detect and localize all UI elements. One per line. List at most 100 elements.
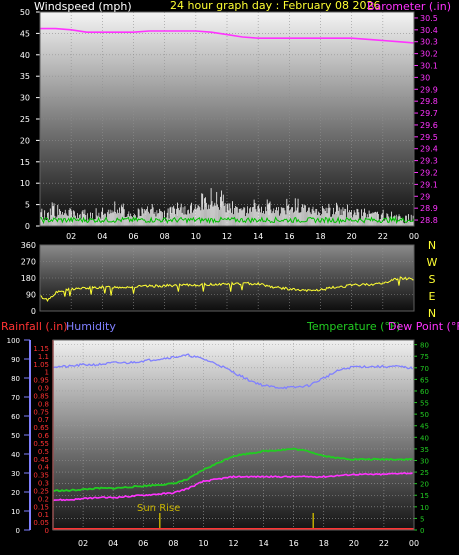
x-tick-label: 10 — [191, 232, 201, 241]
rainfall-tick-label: 0.5 — [38, 448, 49, 456]
rainfall-tick-label: 0.2 — [38, 495, 49, 503]
rainfall-tick-label: 0.55 — [33, 440, 49, 448]
x-tick-label: 08 — [168, 539, 178, 548]
graph-title: 24 hour graph day : February 08 2026 — [170, 0, 381, 12]
humidity-tick-label: 0 — [16, 527, 20, 535]
rainfall-axis-label: Rainfall (.in) — [1, 320, 68, 333]
humidity-tick-label: 90 — [11, 356, 20, 364]
compass-letter: W — [427, 256, 438, 269]
wind-tick-label: 20 — [20, 136, 30, 145]
humidity-tick-label: 60 — [11, 413, 20, 421]
sunrise-label: Sun Rise — [137, 503, 180, 514]
rainfall-tick-label: 0.85 — [33, 392, 49, 400]
x-tick-label: 04 — [97, 232, 107, 241]
temp-tick-label: 40 — [420, 434, 429, 442]
humidity-tick-label: 50 — [11, 432, 20, 440]
rainfall-tick-label: 0.9 — [38, 385, 49, 393]
humidity-axis-label: Humidity — [66, 320, 116, 333]
humidity-line — [52, 353, 414, 390]
rainfall-tick-label: 0.4 — [38, 464, 50, 472]
x-tick-label: 20 — [347, 232, 357, 241]
plot-border-mid — [39, 244, 415, 312]
humidity-tick-label: 70 — [11, 394, 20, 402]
axes-top: 0 5 10 15 20 25 30 35 40 45 50 02 04 06 08 10 12 14 16 18 20… — [20, 8, 438, 241]
barometer-tick-label: 30.3 — [420, 38, 438, 47]
rainfall-tick-label: 0.6 — [38, 432, 50, 440]
temp-tick-label: 30 — [420, 457, 429, 465]
windspeed-axis-label: Windspeed (mph) — [34, 0, 132, 13]
x-tick-label: 14 — [258, 539, 268, 548]
rainfall-tick-label: 0.1 — [38, 511, 49, 519]
x-tick-label: 16 — [284, 232, 294, 241]
dewpoint-line — [52, 472, 413, 502]
series-top — [39, 27, 415, 226]
wind-direction-line — [39, 276, 415, 302]
temp-tick-label: 70 — [420, 365, 429, 373]
humidity-tick-label: 30 — [11, 470, 20, 478]
temp-tick-label: 5 — [420, 515, 424, 523]
temp-tick-label: 25 — [420, 469, 429, 477]
temperature-axis-label: Temperature (°F) — [306, 320, 401, 333]
barometer-axis-label: Barometer (.in) — [367, 0, 451, 13]
compass-letter: N — [428, 239, 436, 252]
compass-letter: N — [428, 307, 436, 320]
barometer-tick-label: 29.3 — [420, 157, 438, 166]
barometer-tick-label: 29.2 — [420, 169, 438, 178]
wind-tick-label: 5 — [25, 201, 30, 210]
barometer-tick-label: 29.4 — [420, 145, 438, 154]
x-tick-label: 22 — [378, 232, 388, 241]
temp-tick-label: 45 — [420, 423, 429, 431]
x-tick-label: 18 — [315, 232, 325, 241]
series-mid — [39, 276, 415, 302]
temp-tick-label: 80 — [420, 342, 429, 350]
barometer-tick-label: 29.8 — [420, 97, 438, 106]
x-tick-label: 18 — [319, 539, 329, 548]
rainfall-tick-label: 0.15 — [33, 503, 49, 511]
temp-tick-label: 75 — [420, 353, 429, 361]
temp-tick-label: 50 — [420, 411, 429, 419]
rainfall-tick-label: 0.8 — [38, 400, 49, 408]
x-tick-label: 08 — [160, 232, 170, 241]
temp-tick-label: 35 — [420, 446, 429, 454]
rainfall-tick-label: 0.65 — [33, 424, 49, 432]
x-tick-label: 06 — [128, 232, 138, 241]
barometer-tick-label: 30 — [420, 73, 430, 82]
barometer-tick-label: 29 — [420, 192, 430, 201]
barometer-tick-label: 28.9 — [420, 204, 438, 213]
wind-tick-label: 30 — [20, 94, 30, 103]
compass-letter: E — [429, 290, 436, 303]
barometer-tick-label: 29.6 — [420, 121, 438, 130]
wind-tick-label: 15 — [20, 158, 30, 167]
barometer-tick-label: 29.5 — [420, 133, 438, 142]
direction-tick-label: 0 — [31, 307, 36, 316]
barometer-tick-label: 29.1 — [420, 180, 438, 189]
x-tick-label: 10 — [198, 539, 208, 548]
rainfall-tick-label: 0 — [45, 527, 49, 535]
series-bottom — [52, 353, 414, 530]
plot-border-top — [39, 11, 415, 227]
humidity-tick-label: 10 — [11, 508, 20, 516]
wind-tick-label: 0 — [25, 222, 30, 231]
plot-area-bottom — [53, 340, 414, 530]
temp-tick-label: 0 — [420, 527, 424, 535]
rainfall-tick-label: 1.1 — [38, 353, 49, 361]
humidity-tick-label: 20 — [11, 489, 20, 497]
temp-tick-label: 65 — [420, 376, 429, 384]
rainfall-tick-label: 0.35 — [33, 472, 49, 480]
x-tick-label: 22 — [379, 539, 389, 548]
temp-tick-label: 15 — [420, 492, 429, 500]
barometer-tick-label: 29.7 — [420, 109, 438, 118]
dewpoint-axis-label: Dew Point (°F) — [388, 320, 459, 333]
wind-tick-label: 35 — [20, 72, 30, 81]
wind-tick-label: 40 — [20, 51, 30, 60]
direction-tick-label: 360 — [21, 241, 36, 250]
direction-tick-label: 270 — [21, 258, 36, 267]
x-tick-label: 12 — [222, 232, 232, 241]
rainfall-tick-label: 0.3 — [38, 480, 49, 488]
rainfall-tick-label: 1 — [45, 369, 49, 377]
rainfall-tick-label: 1.15 — [33, 345, 49, 353]
temp-tick-label: 60 — [420, 388, 429, 396]
